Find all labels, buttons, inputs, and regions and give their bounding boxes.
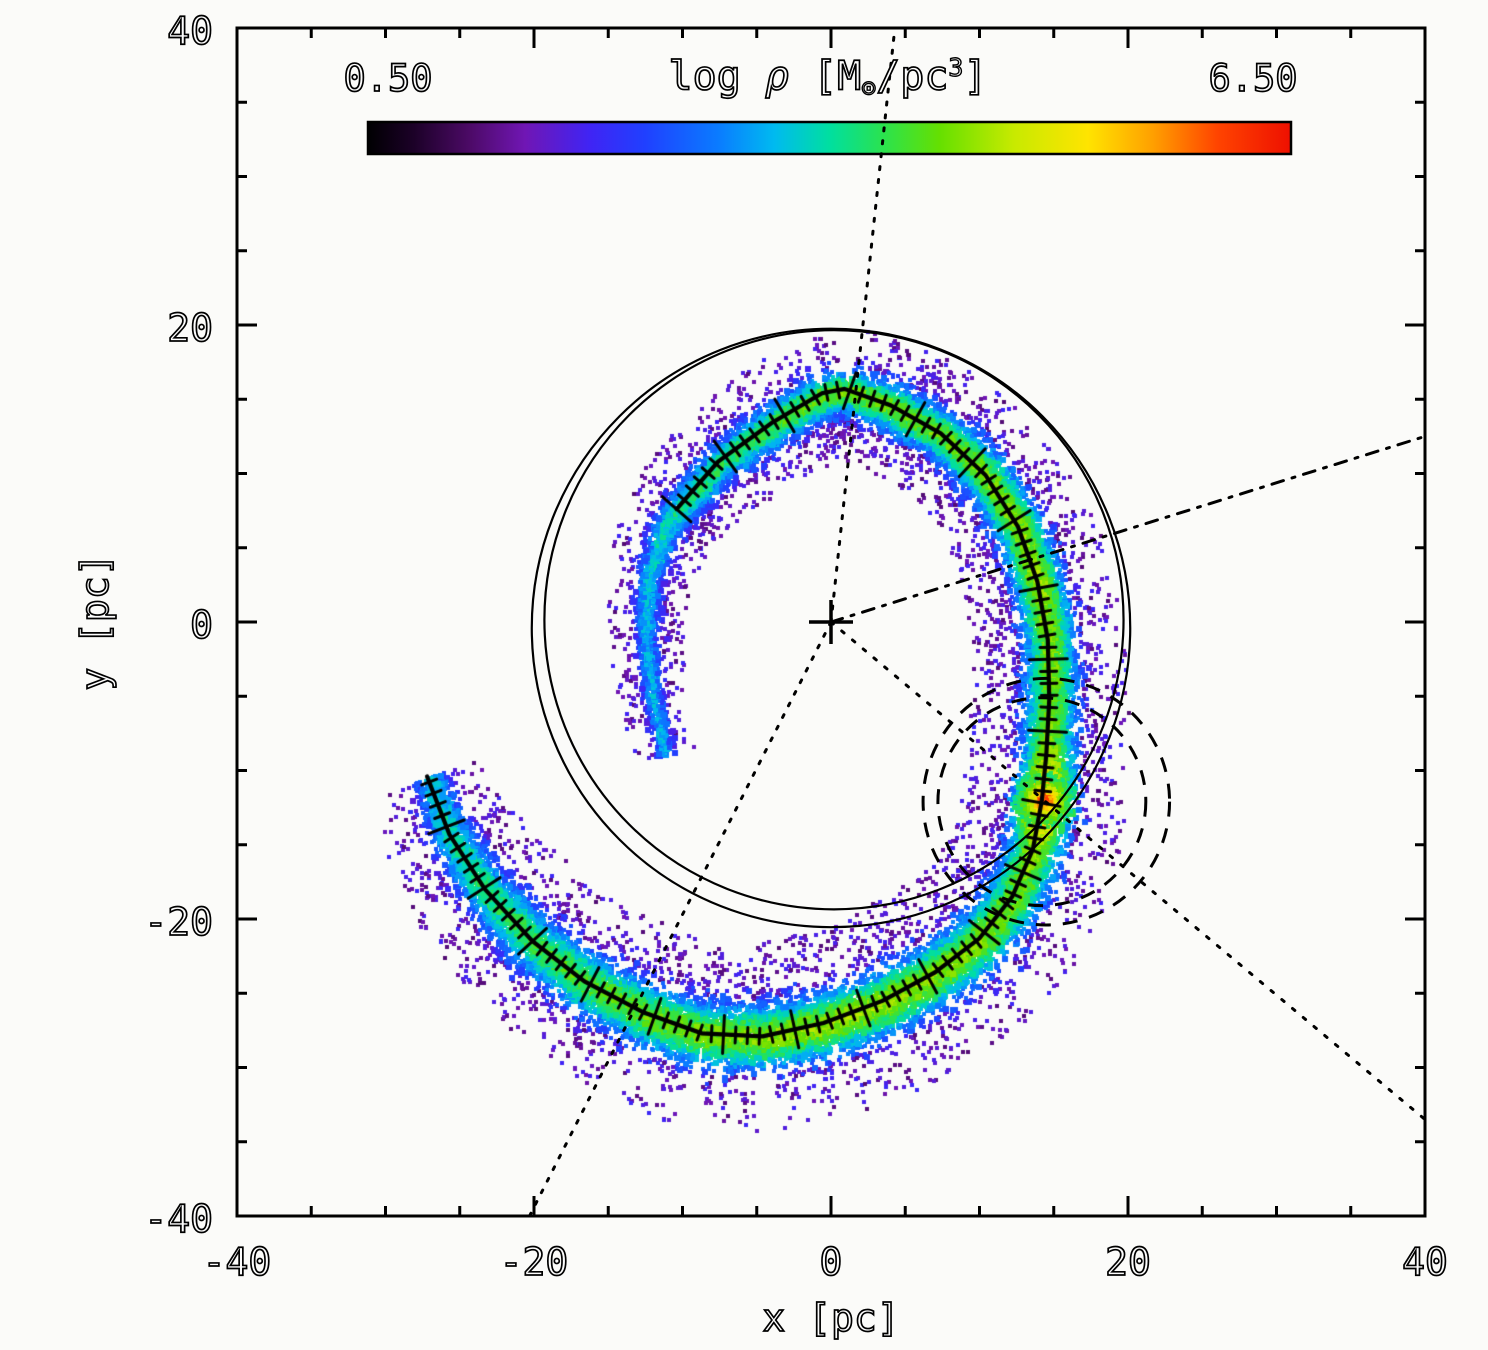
- y-tick-label: 40: [166, 8, 213, 54]
- origin-ray: [528, 620, 833, 1218]
- y-tick-label: 0: [189, 602, 214, 648]
- dashed-clump-circle: [921, 676, 1172, 927]
- origin-ray: [829, 620, 1427, 1121]
- colorbar-title-per: /pc: [875, 53, 949, 101]
- y-tick-label: -20: [144, 899, 214, 945]
- colorbar-title-close: ]: [962, 53, 988, 101]
- origin-ray: [829, 26, 897, 624]
- x-tick-label: 40: [1401, 1239, 1448, 1285]
- colorbar-min-label: 0.50: [343, 56, 434, 101]
- colorbar-title: log ρ [M⊙/pc3]: [578, 52, 1078, 102]
- origin-ray: [829, 434, 1427, 624]
- x-axis-title: x [pc]: [762, 1295, 901, 1341]
- x-tick-label: -40: [202, 1239, 272, 1285]
- colorbar-max-label: 6.50: [1208, 56, 1299, 101]
- x-tick-label: 0: [819, 1239, 844, 1285]
- colorbar-title-exponent: 3: [948, 52, 964, 82]
- y-tick-label: 20: [166, 305, 213, 351]
- colorbar-title-log: log: [668, 53, 765, 101]
- orbit-circle: [543, 329, 1125, 911]
- orbit-circle: [530, 327, 1132, 929]
- sun-symbol: ⊙: [861, 72, 877, 102]
- y-tick-label: -40: [144, 1196, 214, 1242]
- dashed-clump-circle: [936, 696, 1148, 908]
- x-tick-label: 20: [1104, 1239, 1151, 1285]
- x-tick-label: -20: [499, 1239, 569, 1285]
- colorbar-title-rho: ρ: [764, 53, 790, 101]
- y-axis-title: y [pc]: [72, 553, 118, 692]
- colorbar-title-open: [M: [788, 53, 862, 101]
- colorbar: [366, 120, 1293, 156]
